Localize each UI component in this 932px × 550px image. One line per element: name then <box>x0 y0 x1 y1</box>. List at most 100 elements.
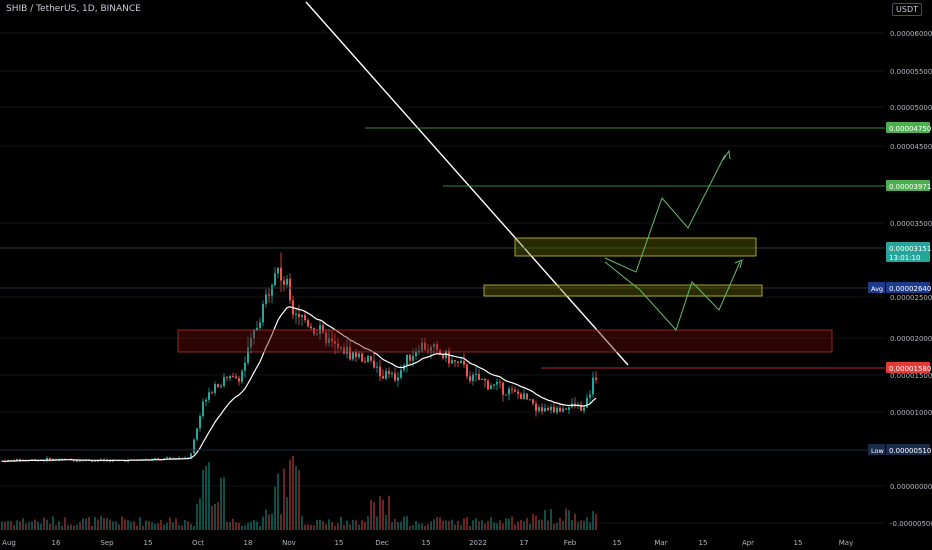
candle-body <box>415 351 417 356</box>
volume-bar <box>49 523 51 530</box>
volume-bar <box>409 525 411 530</box>
price-label-countdown: 13:01:10 <box>889 254 920 262</box>
candle-body <box>79 460 81 462</box>
volume-bar <box>391 521 393 530</box>
candle-body <box>499 381 501 383</box>
volume-bar <box>412 525 414 530</box>
volume-bar <box>4 521 6 530</box>
arrowhead-up <box>722 149 731 161</box>
volume-bar <box>373 502 375 530</box>
volume-bar <box>220 477 222 530</box>
candle-body <box>82 460 84 462</box>
price-axis[interactable]: 0.00006000 0.00005500 0.00005000 0.00004500… <box>890 30 932 528</box>
price-label-text: 0.00004750 <box>889 125 931 133</box>
volume-bar <box>88 517 90 530</box>
price-label-text: 0.00002640 <box>889 285 931 293</box>
volume-bar <box>466 517 468 530</box>
price-label-prefix: Avg <box>871 285 883 293</box>
candle-body <box>202 401 204 417</box>
candles <box>1 252 597 463</box>
candle-body <box>553 406 555 413</box>
candle-body <box>487 380 489 390</box>
volume-bar <box>595 514 597 530</box>
volume-bar <box>199 498 201 530</box>
volume-bar <box>214 503 216 530</box>
x-tick-label: 15 <box>335 539 344 547</box>
volume-bar <box>313 525 315 530</box>
candle-body <box>382 376 384 379</box>
candle-body <box>190 453 192 459</box>
candle-body <box>529 399 531 401</box>
volume-bar <box>46 519 48 530</box>
price-label-prefix: Low <box>871 447 884 455</box>
candle-body <box>475 373 477 375</box>
volume-bar <box>556 522 558 530</box>
volume-bar <box>385 515 387 530</box>
volume-bar <box>154 523 156 530</box>
volume-bar <box>229 521 231 530</box>
volume-bar <box>262 516 264 530</box>
price-label-prefix-bg <box>868 282 885 293</box>
candle-body <box>268 294 270 296</box>
price-label-bg <box>886 282 930 293</box>
candle-body <box>370 356 372 361</box>
volume-bar <box>442 520 444 530</box>
volume-bar <box>175 518 177 530</box>
volume-bar <box>142 525 144 530</box>
x-tick-label: Apr <box>742 539 754 547</box>
volume-bar <box>307 524 309 530</box>
x-tick-label: 17 <box>520 539 529 547</box>
candle-body <box>331 338 333 342</box>
x-tick-label: 15 <box>794 539 803 547</box>
candle-body <box>508 388 510 395</box>
time-axis[interactable]: Aug 16 Sep 15 Oct 18 Nov 15 Dec 15 2022 17 Feb 15 Mar 1… <box>2 539 853 547</box>
volume-bar <box>553 523 555 530</box>
volume-bar <box>343 524 345 530</box>
candle-body <box>250 338 252 348</box>
volume-bar <box>217 502 219 530</box>
volume-bar <box>295 466 297 530</box>
volume-bar <box>376 516 378 530</box>
volume-bar <box>322 521 324 530</box>
volume-bar <box>310 524 312 530</box>
candle-body <box>391 373 393 375</box>
volume-bar <box>232 518 234 530</box>
candle-body <box>436 343 438 351</box>
volume-bar <box>133 521 135 530</box>
volume-bar <box>571 519 573 530</box>
volume-bar <box>502 523 504 530</box>
candle-body <box>523 393 525 400</box>
candle-body <box>343 347 345 354</box>
candle-body <box>397 377 399 381</box>
candle-body <box>559 407 561 412</box>
candle-body <box>358 353 360 358</box>
volume-bar <box>406 516 408 530</box>
candle-body <box>157 458 159 460</box>
currency-button[interactable]: USDT <box>892 3 922 16</box>
volume-bar <box>196 503 198 530</box>
volume-bar <box>568 510 570 530</box>
volume-bar <box>169 517 171 530</box>
volume-bar <box>514 524 516 530</box>
candle-body <box>478 373 480 380</box>
candle-body <box>448 350 450 364</box>
volume-bar <box>91 525 93 530</box>
volume-bar <box>55 525 57 530</box>
volume-bar <box>439 517 441 530</box>
volume-bar <box>487 520 489 530</box>
volume-bar <box>325 524 327 530</box>
candle-body <box>313 328 315 335</box>
volume-bar <box>418 523 420 530</box>
volume-bar <box>574 513 576 530</box>
volume-bar <box>244 525 246 530</box>
candle-body <box>427 349 429 351</box>
volume-bar <box>70 524 72 530</box>
volume-bar <box>421 523 423 530</box>
candle-body <box>94 460 96 462</box>
volume-bar <box>202 470 204 530</box>
candle-body <box>592 377 594 395</box>
volume-bar <box>289 459 291 530</box>
candle-body <box>229 375 231 379</box>
price-label-text: 0.00000510 <box>889 447 931 455</box>
